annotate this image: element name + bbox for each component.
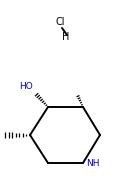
Text: Cl: Cl [55,17,65,27]
Text: NH: NH [86,159,100,169]
Text: HO: HO [19,82,33,91]
Text: H: H [62,32,69,42]
